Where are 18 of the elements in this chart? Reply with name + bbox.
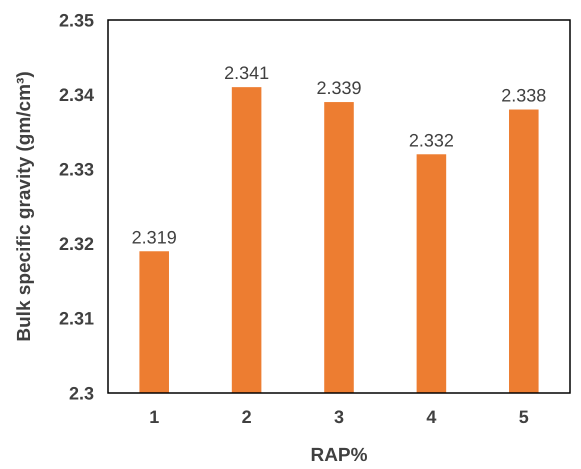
x-tick-label: 5 (518, 407, 529, 427)
data-label: 2.319 (132, 227, 177, 248)
x-tick-label: 3 (334, 407, 344, 427)
data-label: 2.339 (316, 78, 362, 98)
y-tick-label: 2.32 (58, 234, 94, 254)
data-label: 2.332 (408, 130, 454, 150)
data-label: 2.338 (501, 86, 546, 106)
y-tick-label: 2.33 (58, 160, 94, 180)
y-tick-label: 2.3 (68, 383, 94, 404)
x-tick-label: 4 (426, 407, 436, 427)
x-tick-label: 2 (242, 407, 252, 427)
data-label: 2.341 (224, 63, 270, 84)
x-axis-title: RAP% (310, 445, 368, 466)
y-axis-title: Bulk specific gravity (gm/cm³) (14, 71, 35, 342)
x-tick-label: 1 (149, 407, 160, 427)
y-tick-label: 2.35 (58, 10, 94, 30)
y-tick-label: 2.31 (58, 308, 94, 329)
y-tick-label: 2.34 (58, 84, 94, 105)
